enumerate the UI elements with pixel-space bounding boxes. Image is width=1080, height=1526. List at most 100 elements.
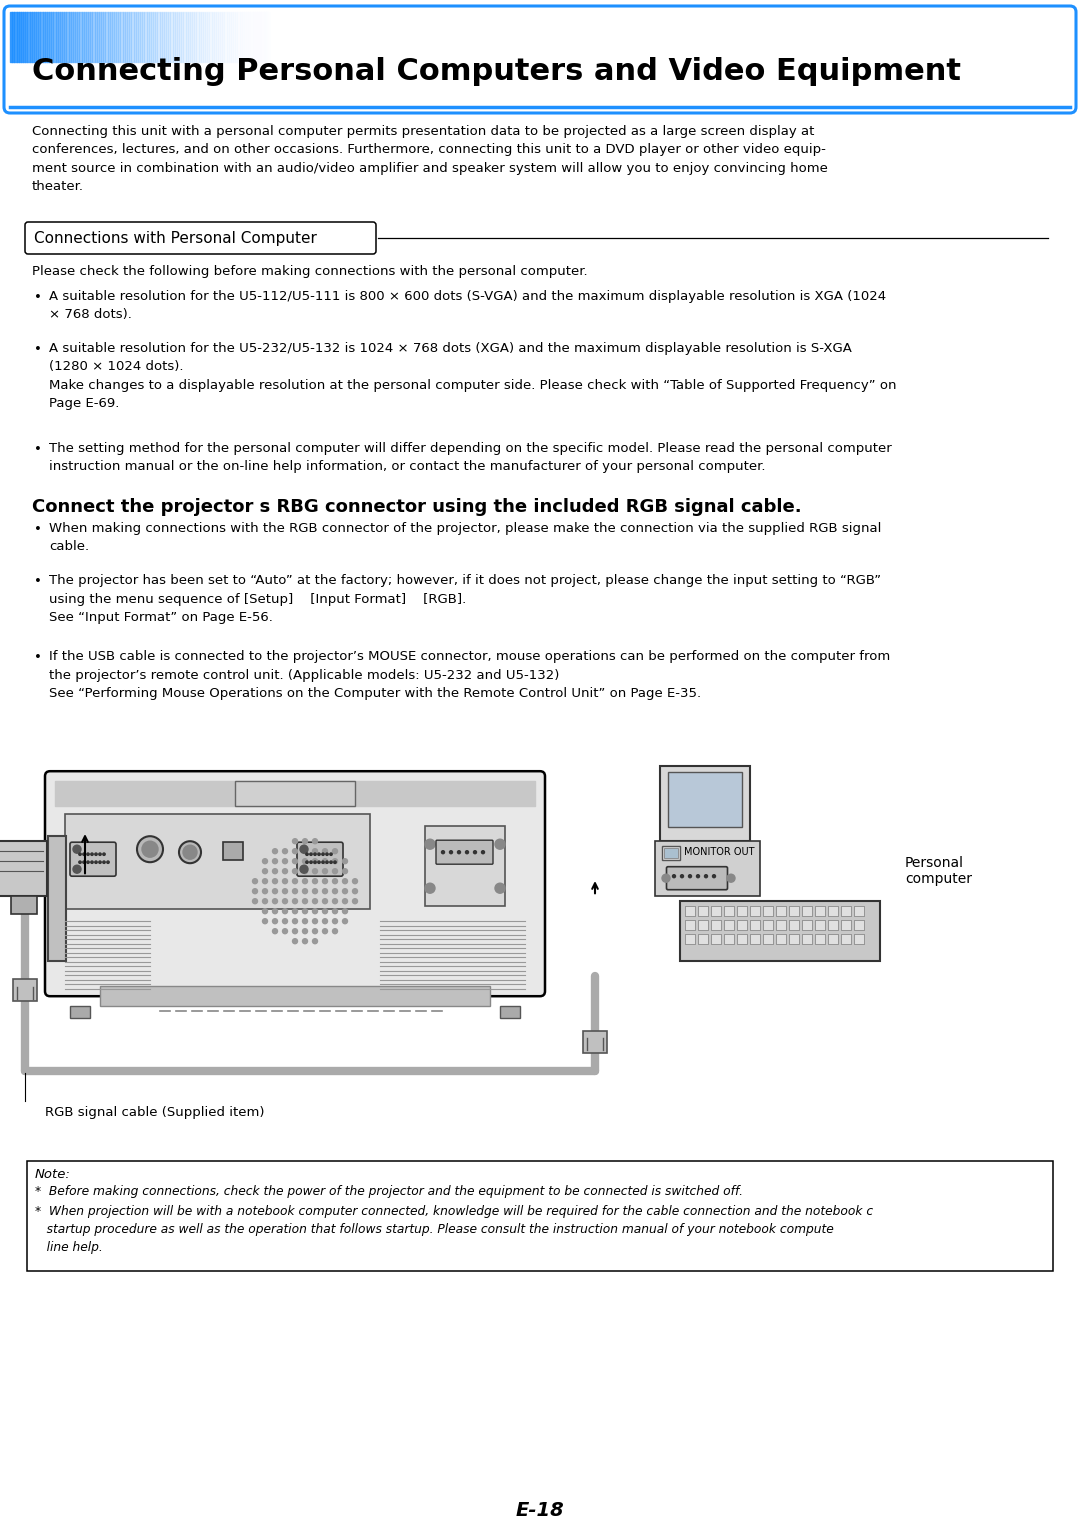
Circle shape xyxy=(253,899,257,903)
Bar xyxy=(750,920,760,931)
Circle shape xyxy=(314,853,316,856)
Circle shape xyxy=(318,861,320,864)
Text: Connections with Personal Computer: Connections with Personal Computer xyxy=(33,230,316,246)
Circle shape xyxy=(323,859,327,864)
Text: A suitable resolution for the U5-112/U5-111 is 800 × 600 dots (S-VGA) and the ma: A suitable resolution for the U5-112/U5-… xyxy=(49,290,886,322)
FancyBboxPatch shape xyxy=(4,6,1076,113)
Circle shape xyxy=(283,919,287,923)
Circle shape xyxy=(179,841,201,864)
Circle shape xyxy=(342,859,348,864)
Circle shape xyxy=(482,850,485,853)
Circle shape xyxy=(333,929,337,934)
Bar xyxy=(789,906,799,916)
Text: *  When projection will be with a notebook computer connected, knowledge will be: * When projection will be with a noteboo… xyxy=(35,1206,873,1218)
Text: A suitable resolution for the U5-232/U5-132 is 1024 × 768 dots (XGA) and the max: A suitable resolution for the U5-232/U5-… xyxy=(49,342,896,410)
Circle shape xyxy=(312,868,318,874)
Circle shape xyxy=(473,850,476,853)
Bar xyxy=(685,934,696,945)
Circle shape xyxy=(704,874,707,877)
Circle shape xyxy=(73,865,81,873)
Bar xyxy=(235,781,355,806)
Circle shape xyxy=(333,859,337,864)
Bar xyxy=(685,920,696,931)
Circle shape xyxy=(342,868,348,874)
Circle shape xyxy=(95,853,97,856)
FancyBboxPatch shape xyxy=(436,841,492,864)
Bar xyxy=(685,906,696,916)
Circle shape xyxy=(342,899,348,903)
Circle shape xyxy=(495,884,505,893)
Bar xyxy=(828,906,838,916)
Bar xyxy=(711,920,721,931)
FancyBboxPatch shape xyxy=(70,842,116,876)
Circle shape xyxy=(293,859,297,864)
Bar xyxy=(662,847,680,861)
Circle shape xyxy=(314,861,316,864)
Circle shape xyxy=(323,848,327,853)
Circle shape xyxy=(323,908,327,914)
Circle shape xyxy=(312,929,318,934)
Bar xyxy=(737,906,747,916)
Bar xyxy=(828,920,838,931)
Text: E-18: E-18 xyxy=(515,1500,565,1520)
Circle shape xyxy=(333,919,337,923)
Bar xyxy=(65,815,370,909)
Circle shape xyxy=(310,853,312,856)
Circle shape xyxy=(98,861,102,864)
Text: startup procedure as well as the operation that follows startup. Please consult : startup procedure as well as the operati… xyxy=(35,1224,834,1236)
Bar xyxy=(802,934,812,945)
Circle shape xyxy=(323,868,327,874)
Circle shape xyxy=(442,850,445,853)
Circle shape xyxy=(333,908,337,914)
Bar xyxy=(841,906,851,916)
Bar xyxy=(724,920,734,931)
Circle shape xyxy=(312,938,318,943)
Circle shape xyxy=(293,919,297,923)
Bar xyxy=(802,906,812,916)
Bar xyxy=(815,906,825,916)
Bar xyxy=(27,1161,1053,1271)
Circle shape xyxy=(272,899,278,903)
Circle shape xyxy=(342,879,348,884)
Bar xyxy=(737,934,747,945)
Circle shape xyxy=(283,888,287,894)
Circle shape xyxy=(322,853,324,856)
Circle shape xyxy=(293,879,297,884)
Bar xyxy=(0,841,48,896)
Text: line help.: line help. xyxy=(35,1241,103,1254)
Bar xyxy=(11,896,37,914)
Circle shape xyxy=(713,874,715,877)
Circle shape xyxy=(342,919,348,923)
Circle shape xyxy=(727,874,735,882)
Circle shape xyxy=(673,874,675,877)
Text: The projector has been set to “Auto” at the factory; however, if it does not pro: The projector has been set to “Auto” at … xyxy=(49,574,881,624)
Circle shape xyxy=(283,868,287,874)
Circle shape xyxy=(333,899,337,903)
Text: Connecting Personal Computers and Video Equipment: Connecting Personal Computers and Video … xyxy=(32,58,961,87)
Bar xyxy=(802,920,812,931)
Bar xyxy=(100,986,490,1006)
Circle shape xyxy=(293,839,297,844)
Bar xyxy=(777,934,786,945)
Bar xyxy=(762,906,773,916)
Text: •: • xyxy=(33,575,42,588)
Circle shape xyxy=(83,853,85,856)
Bar xyxy=(789,934,799,945)
Circle shape xyxy=(272,879,278,884)
Bar xyxy=(13,978,37,1001)
Text: MONITOR OUT: MONITOR OUT xyxy=(684,847,755,858)
Circle shape xyxy=(79,861,81,864)
Circle shape xyxy=(306,861,308,864)
Bar xyxy=(815,934,825,945)
Circle shape xyxy=(272,848,278,853)
Bar xyxy=(680,902,880,961)
Bar xyxy=(660,766,750,841)
Circle shape xyxy=(302,929,308,934)
Circle shape xyxy=(283,879,287,884)
Circle shape xyxy=(312,899,318,903)
Circle shape xyxy=(302,919,308,923)
Circle shape xyxy=(302,938,308,943)
Circle shape xyxy=(91,861,93,864)
Text: When making connections with the RGB connector of the projector, please make the: When making connections with the RGB con… xyxy=(49,522,881,554)
Circle shape xyxy=(103,853,105,856)
